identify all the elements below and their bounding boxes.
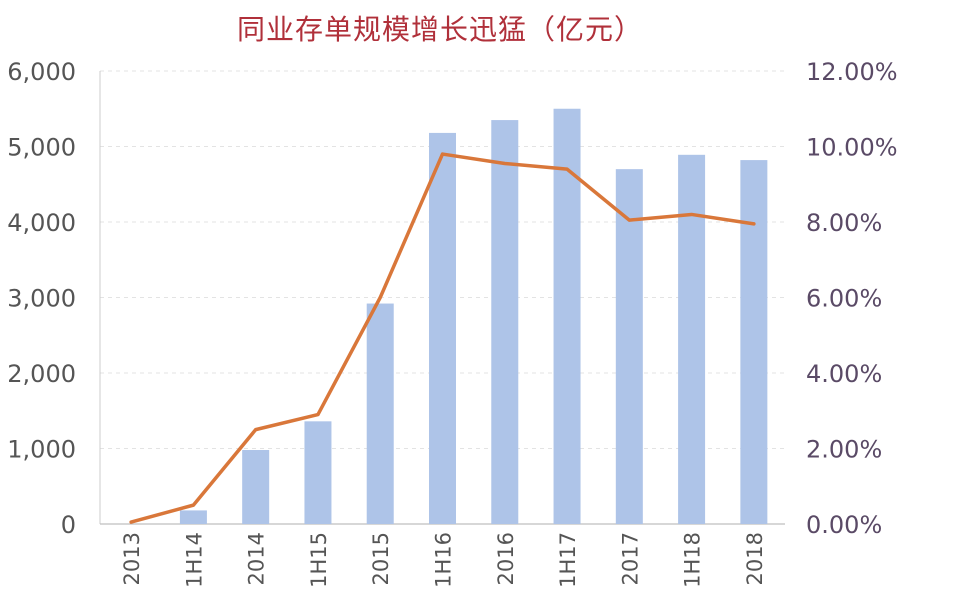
bar (366, 303, 394, 524)
x-tick-label: 1H16 (432, 532, 456, 588)
y-right-tick-label: 12.00% (806, 58, 898, 86)
y-right-tick-label: 2.00% (806, 436, 882, 464)
y-left-tick-label: 4,000 (7, 209, 76, 237)
x-tick-label: 1H15 (307, 532, 331, 588)
bar (179, 510, 207, 524)
x-tick-label: 1H17 (556, 532, 580, 588)
line-point (441, 152, 444, 156)
line-point (316, 413, 320, 417)
bar (429, 132, 456, 524)
line-point (503, 161, 507, 165)
y-right-tick-label: 8.00% (806, 209, 882, 237)
line-point (690, 212, 694, 216)
bar (678, 154, 706, 524)
x-tick-label: 2018 (743, 532, 767, 585)
x-tick-label: 2013 (120, 532, 144, 585)
chart-title: 同业存单规模增长迅猛（亿元） (236, 13, 643, 46)
x-tick-label: 1H18 (681, 532, 705, 588)
y-left-tick-label: 5,000 (7, 134, 76, 162)
line-point (752, 222, 756, 226)
x-tick-label: 2014 (245, 532, 269, 585)
line-point (254, 428, 258, 432)
bar (615, 169, 643, 524)
line-point (378, 296, 382, 299)
y-left-tick-label: 0 (61, 511, 76, 539)
x-tick-label: 2015 (369, 532, 393, 585)
y-right-tick-label: 10.00% (806, 134, 898, 162)
y-left-tick-label: 6,000 (7, 58, 76, 86)
bar (491, 120, 519, 524)
line-point (627, 218, 631, 222)
line-point (565, 167, 569, 171)
bar (304, 421, 332, 524)
y-left-tick-label: 3,000 (7, 285, 76, 313)
line-point (129, 520, 133, 524)
x-tick-label: 1H14 (182, 532, 206, 588)
y-left-tick-label: 1,000 (7, 436, 76, 464)
bar (242, 450, 270, 524)
x-tick-label: 2016 (494, 532, 518, 585)
x-tick-label: 2017 (618, 532, 642, 585)
line-point (191, 503, 195, 507)
y-left-tick-label: 2,000 (7, 360, 76, 388)
y-right-tick-label: 6.00% (806, 285, 882, 313)
bar (740, 160, 768, 524)
y-right-tick-label: 0.00% (806, 511, 882, 539)
y-right-tick-label: 4.00% (806, 360, 882, 388)
